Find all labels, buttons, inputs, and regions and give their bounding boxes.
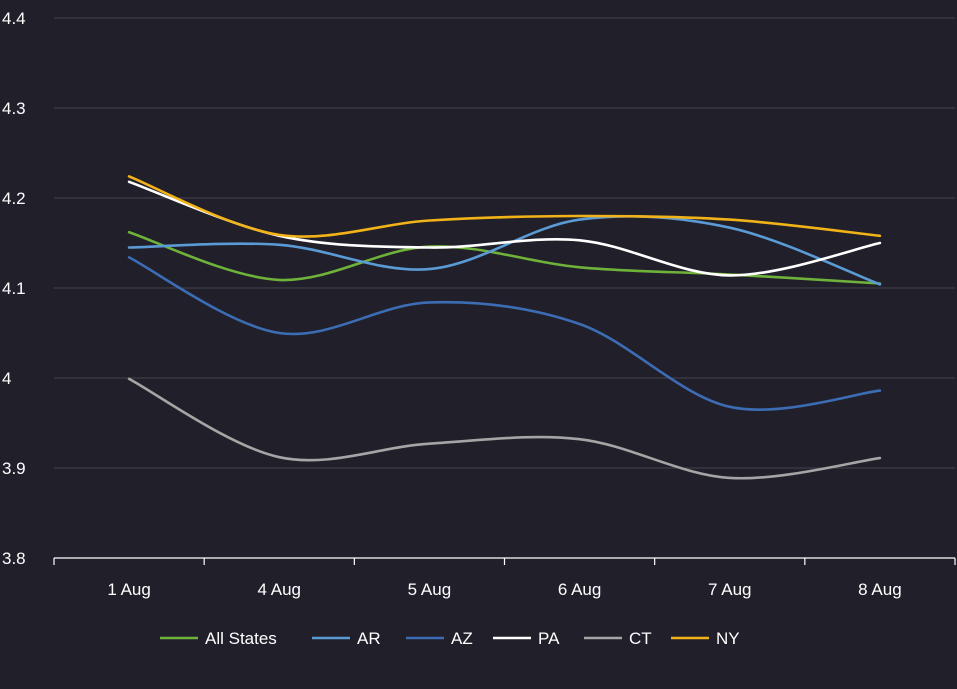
x-axis <box>53 557 956 565</box>
x-tick-label: 5 Aug <box>408 580 452 599</box>
x-tick-label: 1 Aug <box>107 580 151 599</box>
x-tick-label: 4 Aug <box>258 580 302 599</box>
x-tick-label: 8 Aug <box>858 580 902 599</box>
series-lines <box>127 175 882 480</box>
y-tick-label: 3.8 <box>2 549 26 568</box>
y-tick-label: 3.9 <box>2 459 26 478</box>
y-tick-label: 4 <box>2 369 11 388</box>
series-line-az <box>127 256 882 411</box>
legend-label-ct: CT <box>629 629 652 648</box>
legend: All States AR AZ PA CT NY <box>160 629 740 648</box>
series-line-ct <box>127 377 882 480</box>
legend-label-ar: AR <box>357 629 381 648</box>
series-line-ar <box>127 214 882 286</box>
legend-label-all-states: All States <box>205 629 277 648</box>
y-tick-label: 4.2 <box>2 189 26 208</box>
legend-label-pa: PA <box>538 629 560 648</box>
y-tick-label: 4.1 <box>2 279 26 298</box>
gridlines <box>54 17 955 469</box>
x-tick-label: 6 Aug <box>558 580 602 599</box>
y-tick-label: 4.4 <box>2 9 26 28</box>
legend-label-ny: NY <box>716 629 740 648</box>
y-tick-label: 4.3 <box>2 99 26 118</box>
series-line-ny <box>127 175 882 238</box>
legend-label-az: AZ <box>451 629 473 648</box>
x-tick-label: 7 Aug <box>708 580 752 599</box>
x-tick-labels: 1 Aug 4 Aug 5 Aug 6 Aug 7 Aug 8 Aug <box>107 580 901 599</box>
y-axis: 3.8 3.9 4 4.1 4.2 4.3 4.4 <box>2 9 26 568</box>
